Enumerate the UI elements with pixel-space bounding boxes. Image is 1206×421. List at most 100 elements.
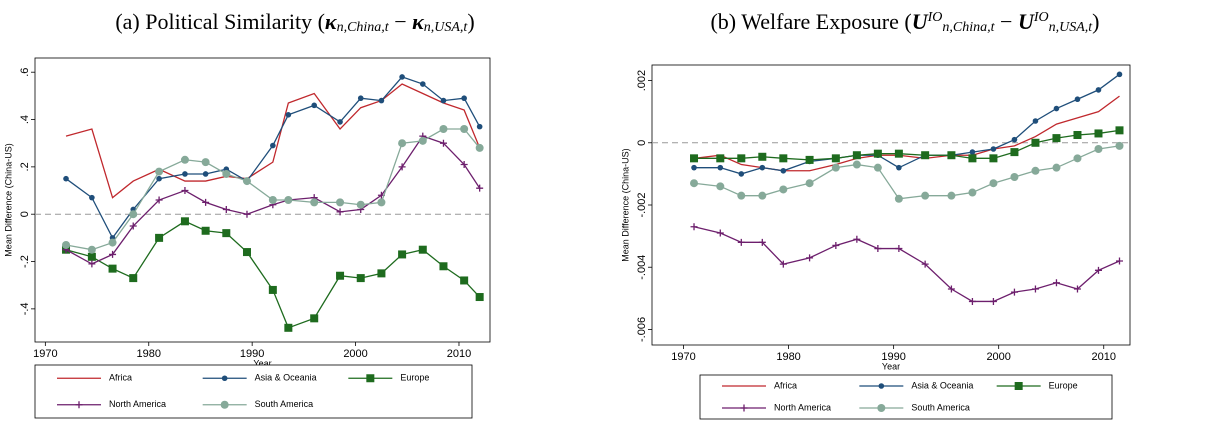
point xyxy=(202,171,209,177)
y-tick-label: .4 xyxy=(19,115,31,124)
point xyxy=(717,164,724,171)
point xyxy=(62,240,71,249)
y-tick-label: -.2 xyxy=(19,255,31,268)
legend-label: Europe xyxy=(1049,380,1078,390)
point xyxy=(336,208,344,216)
point xyxy=(475,143,484,152)
point xyxy=(1094,129,1103,138)
title-part: n,USA,t xyxy=(424,20,469,35)
point xyxy=(874,245,882,253)
x-tick-label: 1970 xyxy=(33,348,57,360)
point xyxy=(418,245,427,254)
point xyxy=(201,158,210,167)
point xyxy=(805,179,814,188)
point xyxy=(921,260,929,268)
point xyxy=(87,252,96,261)
point xyxy=(284,196,293,204)
legend xyxy=(34,364,473,419)
point xyxy=(460,276,469,285)
series-line xyxy=(65,76,481,240)
point xyxy=(1116,71,1123,78)
point xyxy=(716,182,725,191)
x-tick-label: 1980 xyxy=(137,348,161,360)
point xyxy=(63,175,69,182)
point xyxy=(222,205,230,213)
point xyxy=(873,163,882,172)
point xyxy=(831,154,840,163)
x-axis-label: Year xyxy=(882,361,900,371)
point xyxy=(220,400,229,409)
legend-label: South America xyxy=(255,399,314,409)
point xyxy=(1115,141,1124,150)
point xyxy=(88,260,96,268)
point xyxy=(377,269,386,278)
title-part: n,China,t xyxy=(337,20,390,35)
point xyxy=(310,314,319,323)
title-part: U xyxy=(1018,9,1035,34)
point xyxy=(968,188,977,197)
point xyxy=(877,404,886,412)
point xyxy=(968,297,976,305)
point xyxy=(1073,285,1081,293)
title-part: n,China,t xyxy=(942,20,995,35)
title-part: IO xyxy=(927,10,943,25)
point xyxy=(1095,87,1102,93)
point xyxy=(336,198,345,207)
y-tick-label: -.002 xyxy=(636,192,648,217)
point xyxy=(780,167,787,174)
point xyxy=(852,151,861,160)
point xyxy=(1010,148,1019,157)
point xyxy=(337,119,343,125)
title-part: ) xyxy=(1092,9,1099,34)
point xyxy=(398,250,407,259)
point xyxy=(738,171,745,177)
y-tick-label: -.4 xyxy=(19,302,31,315)
x-tick-label: 2010 xyxy=(447,348,471,360)
title-part: (a) Political Similarity ( xyxy=(115,9,325,34)
point xyxy=(155,233,164,242)
y-tick-label: -.006 xyxy=(636,317,648,342)
point xyxy=(285,112,292,118)
legend-label: Asia & Oceania xyxy=(255,373,317,383)
title-part: κ xyxy=(325,9,338,34)
series-line xyxy=(693,226,1120,303)
point xyxy=(690,179,699,188)
point xyxy=(109,250,117,258)
point xyxy=(75,401,83,409)
point xyxy=(418,136,427,145)
title-part: IO xyxy=(1033,10,1049,25)
title-part: U xyxy=(912,9,929,34)
x-tick-label: 1990 xyxy=(881,351,905,363)
point xyxy=(108,238,117,247)
point xyxy=(1010,173,1019,181)
legend xyxy=(699,374,1113,420)
point xyxy=(990,146,997,152)
point xyxy=(476,123,483,130)
point xyxy=(311,102,318,109)
point xyxy=(1031,138,1040,147)
point xyxy=(737,154,746,163)
point xyxy=(1073,131,1082,139)
legend-label: North America xyxy=(109,399,166,409)
y-tick-label: -.004 xyxy=(636,255,648,280)
point xyxy=(894,149,903,158)
point xyxy=(779,154,788,163)
point xyxy=(895,245,903,253)
point xyxy=(310,198,319,207)
point xyxy=(89,194,95,201)
point xyxy=(1031,166,1040,175)
point xyxy=(268,285,277,294)
chart-title: (b) Welfare Exposure (UIOn,China,t − UIO… xyxy=(710,9,1099,35)
point xyxy=(242,248,251,257)
point xyxy=(399,74,405,80)
point xyxy=(222,169,231,178)
point xyxy=(894,194,903,203)
point xyxy=(243,210,251,218)
point xyxy=(1053,105,1060,112)
chart-title: (a) Political Similarity (κn,China,t − κ… xyxy=(115,9,474,35)
point xyxy=(129,210,138,219)
title-part: (b) Welfare Exposure ( xyxy=(710,9,911,34)
point xyxy=(806,254,814,262)
point xyxy=(475,293,484,302)
